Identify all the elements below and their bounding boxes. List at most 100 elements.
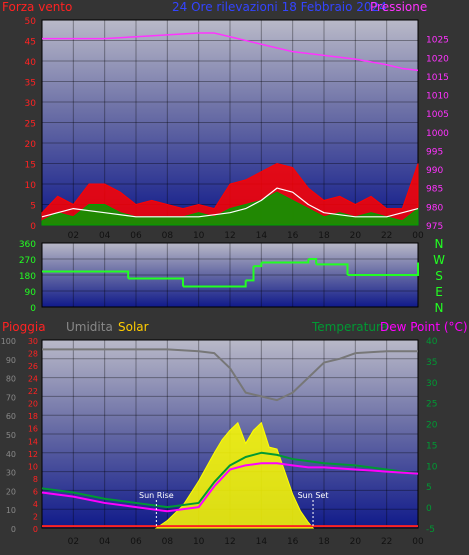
rain-tick-label: 8 — [33, 475, 38, 484]
solar-label: Solar — [118, 320, 149, 334]
humidity-tick-label: 70 — [6, 393, 16, 402]
x-tick-label: 12 — [224, 231, 235, 241]
direction-tick-label: 360 — [19, 240, 36, 250]
humidity-tick-label: 80 — [6, 375, 16, 384]
rain-tick-label: 10 — [28, 462, 38, 471]
panel-wind-axes: 0510152025303540455097598098599099510001… — [25, 17, 450, 241]
panel-temp-series: Sun Rise Sun Set — [41, 348, 419, 529]
wind-tick-label: 40 — [25, 58, 37, 68]
rain-tick-label: 24 — [28, 375, 38, 384]
rain-tick-label: 4 — [33, 500, 38, 509]
direction-tick-label: 180 — [19, 272, 36, 282]
compass-label: E — [435, 285, 443, 299]
pressure-tick-label: 1005 — [426, 110, 449, 120]
x-tick-label: 18 — [318, 231, 330, 241]
series-area-solar — [154, 421, 315, 529]
x-tick-label: 12 — [224, 537, 235, 547]
x-tick-label: 10 — [193, 537, 205, 547]
wind-tick-label: 35 — [25, 79, 36, 89]
series-line-umidita — [42, 348, 418, 402]
x-tick-label: 20 — [350, 231, 362, 241]
rain-tick-label: 22 — [28, 387, 38, 396]
x-tick-label: 08 — [162, 537, 174, 547]
wind-tick-label: 0 — [30, 222, 36, 232]
rain-tick-label: 0 — [33, 525, 38, 534]
direction-tick-label: 0 — [30, 304, 36, 314]
pressure-tick-label: 995 — [426, 147, 443, 157]
temperature-tick-label: 5 — [426, 483, 432, 493]
pressure-tick-label: 1010 — [426, 92, 449, 102]
pressure-tick-label: 985 — [426, 185, 443, 195]
pressure-tick-label: 990 — [426, 166, 443, 176]
wind-axis-label: Forza vento — [2, 0, 72, 14]
rain-tick-label: 28 — [28, 350, 38, 359]
x-tick-label: 16 — [287, 537, 299, 547]
pressure-tick-label: 1025 — [426, 36, 449, 46]
pressure-tick-label: 1020 — [426, 54, 449, 64]
rain-tick-label: 20 — [28, 400, 38, 409]
humidity-tick-label: 60 — [6, 412, 16, 421]
x-tick-label: 00 — [412, 231, 424, 241]
humidity-tick-label: 100 — [1, 337, 16, 346]
panel-temp-axes: 0102030405060708090100024681012141618202… — [1, 337, 438, 547]
humidity-tick-label: 20 — [6, 487, 16, 496]
panel-direction-series — [42, 258, 419, 288]
x-tick-label: 14 — [256, 537, 268, 547]
wind-tick-label: 30 — [25, 99, 37, 109]
x-tick-label: 02 — [68, 231, 79, 241]
x-tick-label: 08 — [162, 231, 174, 241]
wind-tick-label: 45 — [25, 38, 36, 48]
humidity-tick-label: 0 — [11, 525, 16, 534]
sunrise-label: Sun Rise — [139, 491, 174, 500]
chart-title: 24 Ore rilevazioni 18 Febbraio 2024 — [172, 0, 387, 14]
wind-tick-label: 15 — [25, 161, 36, 171]
compass-label: S — [435, 269, 443, 283]
series-line-media — [41, 187, 419, 218]
x-tick-label: 10 — [193, 231, 205, 241]
series-line-dew-point — [41, 462, 419, 513]
pressure-tick-label: 980 — [426, 203, 443, 213]
rain-tick-label: 12 — [28, 450, 38, 459]
compass-label: N — [435, 301, 444, 315]
series-line-direzione — [42, 258, 419, 288]
x-tick-label: 04 — [99, 231, 111, 241]
temperature-tick-label: 30 — [426, 379, 438, 389]
x-tick-label: 16 — [287, 231, 299, 241]
series-area-raffica — [41, 162, 419, 226]
rain-tick-label: 26 — [28, 362, 38, 371]
direction-tick-label: 270 — [19, 256, 36, 266]
rain-tick-label: 2 — [33, 512, 38, 521]
humidity-tick-label: 40 — [6, 450, 16, 459]
x-tick-label: 00 — [412, 537, 424, 547]
rain-tick-label: 14 — [28, 437, 38, 446]
humidity-tick-label: 50 — [6, 431, 16, 440]
x-tick-label: 06 — [130, 537, 142, 547]
pressure-tick-label: 1000 — [426, 129, 449, 139]
humidity-tick-label: 30 — [6, 469, 16, 478]
humidity-tick-label: 90 — [6, 356, 16, 365]
wind-tick-label: 10 — [25, 181, 37, 191]
x-tick-label: 20 — [350, 537, 362, 547]
temperature-tick-label: 35 — [426, 358, 437, 368]
sunset-label: Sun Set — [298, 491, 329, 500]
x-tick-label: 06 — [130, 231, 142, 241]
wind-tick-label: 25 — [25, 120, 36, 130]
wind-tick-label: 5 — [30, 202, 36, 212]
temperature-tick-label: -5 — [426, 525, 435, 535]
compass-label: N — [435, 237, 444, 251]
series-line-temperatura — [41, 451, 419, 509]
humidity-tick-label: 10 — [6, 506, 16, 515]
panel-wind-series — [41, 32, 419, 226]
temperature-tick-label: 15 — [426, 441, 437, 451]
pressure-tick-label: 1015 — [426, 73, 449, 83]
series-line-pressione — [42, 32, 419, 72]
temperature-tick-label: 40 — [426, 337, 438, 347]
dewpoint-label: Dew Point (°C) — [380, 320, 468, 334]
x-tick-label: 18 — [318, 537, 330, 547]
temperature-tick-label: 25 — [426, 400, 437, 410]
rain-tick-label: 30 — [28, 337, 38, 346]
x-tick-label: 02 — [68, 537, 79, 547]
x-tick-label: 04 — [99, 537, 111, 547]
temperature-tick-label: 0 — [426, 504, 432, 514]
